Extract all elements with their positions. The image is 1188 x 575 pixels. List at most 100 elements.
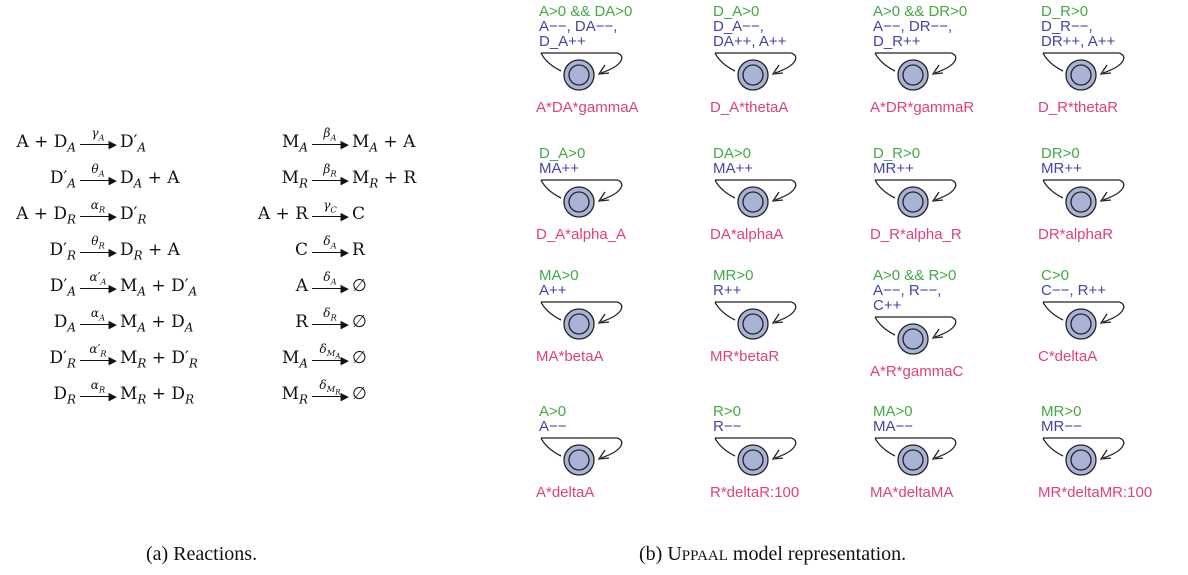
template-cell: C>0 C−−, R++ C*deltaA [1038,267,1188,398]
guard-label: MR>0 [713,267,754,284]
guard-label: MA>0 [873,403,913,420]
location-self-loop [714,179,797,218]
location-self-loop [540,301,623,340]
reaction: MA βA ▶ MA + A [180,126,480,155]
reaction-arrow: θR ▶ [78,234,118,262]
guard-label: DR>0 [1041,145,1080,162]
guard-label: A>0 && DR>0 [873,3,968,20]
guard-label: C>0 [1041,267,1069,284]
update-label: A−−, DR−−, D_R++ [873,18,953,50]
reaction-rate: θR [91,234,105,251]
reaction-rate: δMR [319,378,341,398]
reaction-arrow: α′A ▶ [78,270,118,298]
reaction-rhs: D′A [120,132,147,155]
reaction: MR δMR ▶ ∅ [180,378,480,406]
reaction-rate: αA [90,306,106,323]
reaction-rhs: C [352,204,366,224]
location-self-loop [874,437,957,476]
rate-label: A*DR*gammaR [870,99,975,116]
template-cell: MA>0 A++ MA*betaA [536,268,689,398]
reaction-lhs: MR [281,168,308,191]
template-cell: DA>0 MA++ DA*alphaA [710,146,863,276]
location-self-loop [714,437,797,476]
reaction-arrow: α′R ▶ [78,342,118,370]
template-cell: A>0 && DR>0 A−−, DR−−, D_R++ A*DR*gammaR [870,3,1023,134]
reaction-lhs: A [295,276,308,296]
reaction-rhs: ∅ [352,384,367,404]
update-label: C−−, R++ [1041,282,1107,299]
reaction-lhs: D′R [49,348,76,371]
location-self-loop [874,316,957,355]
update-label: D_A−−, DA++, A++ [713,18,787,50]
reaction: DA αA ▶ MA + DA [0,306,248,334]
guard-label: A>0 [539,403,567,420]
update-label: R−− [713,418,742,435]
reaction-rate: αR [90,198,106,215]
template-cell: R>0 R−− R*deltaR:100 [710,403,863,534]
reaction-lhs: D′R [49,240,76,263]
reaction-rate: γC [323,198,337,215]
rate-label: R*deltaR:100 [710,484,800,501]
reaction: DR αR ▶ MR + DR [0,378,248,407]
rate-label: MA*deltaMA [870,484,954,501]
rate-label: DR*alphaR [1038,226,1114,243]
reaction: D′R θR ▶ DR + A [0,234,248,263]
caption-reactions: (a) Reactions. [146,543,258,565]
reaction-lhs: C [294,240,308,260]
reaction-rate: δMA [319,342,341,362]
reaction-arrow: γA ▶ [78,126,118,154]
location-self-loop [874,52,957,91]
location-self-loop [540,179,623,218]
template-cell: D_R>0 MR++ D_R*alpha_R [870,145,1023,276]
reaction-arrow: δA ▶ [310,270,350,298]
guard-label: D_R>0 [873,145,921,162]
reaction-lhs: D′A [49,276,76,299]
reaction-rhs: ∅ [352,276,367,296]
reaction: D′R α′R ▶ MR + D′R [0,342,248,371]
reaction-rhs: ∅ [352,348,367,368]
reaction-lhs: A + R [257,204,308,224]
reaction-arrow: αA ▶ [78,306,118,334]
rate-label: DA*alphaA [710,226,784,243]
reaction-rhs: DR + A [120,240,180,263]
guard-label: R>0 [713,403,741,420]
location-self-loop [1042,179,1125,218]
reaction-lhs: MA [281,132,308,155]
reaction-arrow: αR ▶ [78,378,118,406]
reaction-rhs: MR + DR [120,384,195,407]
update-label: A++ [539,282,567,299]
reaction-rhs: MR + R [352,168,417,191]
reaction-rhs: MA + A [352,132,416,155]
reaction-arrow: δA ▶ [310,234,350,262]
rate-label: D_R*thetaR [1038,99,1119,116]
template-cell: D_A>0 D_A−−, DA++, A++ D_A*thetaA [710,4,863,134]
reaction-lhs: DR [53,384,76,407]
reaction-arrow: βA ▶ [310,126,350,154]
update-label: A−−, DA−−, D_A++ [539,18,618,50]
reaction: A + DR αR ▶ D′R [0,198,248,226]
rate-label: MA*betaA [536,348,604,365]
guard-label: D_A>0 [539,145,586,162]
reaction-arrow: βR ▶ [310,162,350,190]
reaction-rate: βR [323,162,337,179]
reaction-arrow: αR ▶ [78,198,118,226]
update-label: R++ [713,282,742,299]
reaction-lhs: D′A [49,168,76,191]
reaction: D′A α′A ▶ MA + D′A [0,270,248,299]
location-self-loop [540,437,623,476]
rate-label: A*R*gammaC [870,363,964,380]
template-cell: MR>0 R++ MR*betaR [710,267,863,398]
reaction-rate: θA [91,162,105,179]
template-cell: DR>0 MR++ DR*alphaR [1038,145,1188,276]
reaction-lhs: A + DA [16,132,76,155]
update-label: MR++ [873,160,914,177]
location-self-loop [714,52,797,91]
reaction-arrow: γC ▶ [310,198,350,226]
reaction: MR βR ▶ MR + R [180,162,480,191]
rate-label: D_A*thetaA [710,99,789,116]
reaction-rhs: MA + D′A [120,276,198,299]
